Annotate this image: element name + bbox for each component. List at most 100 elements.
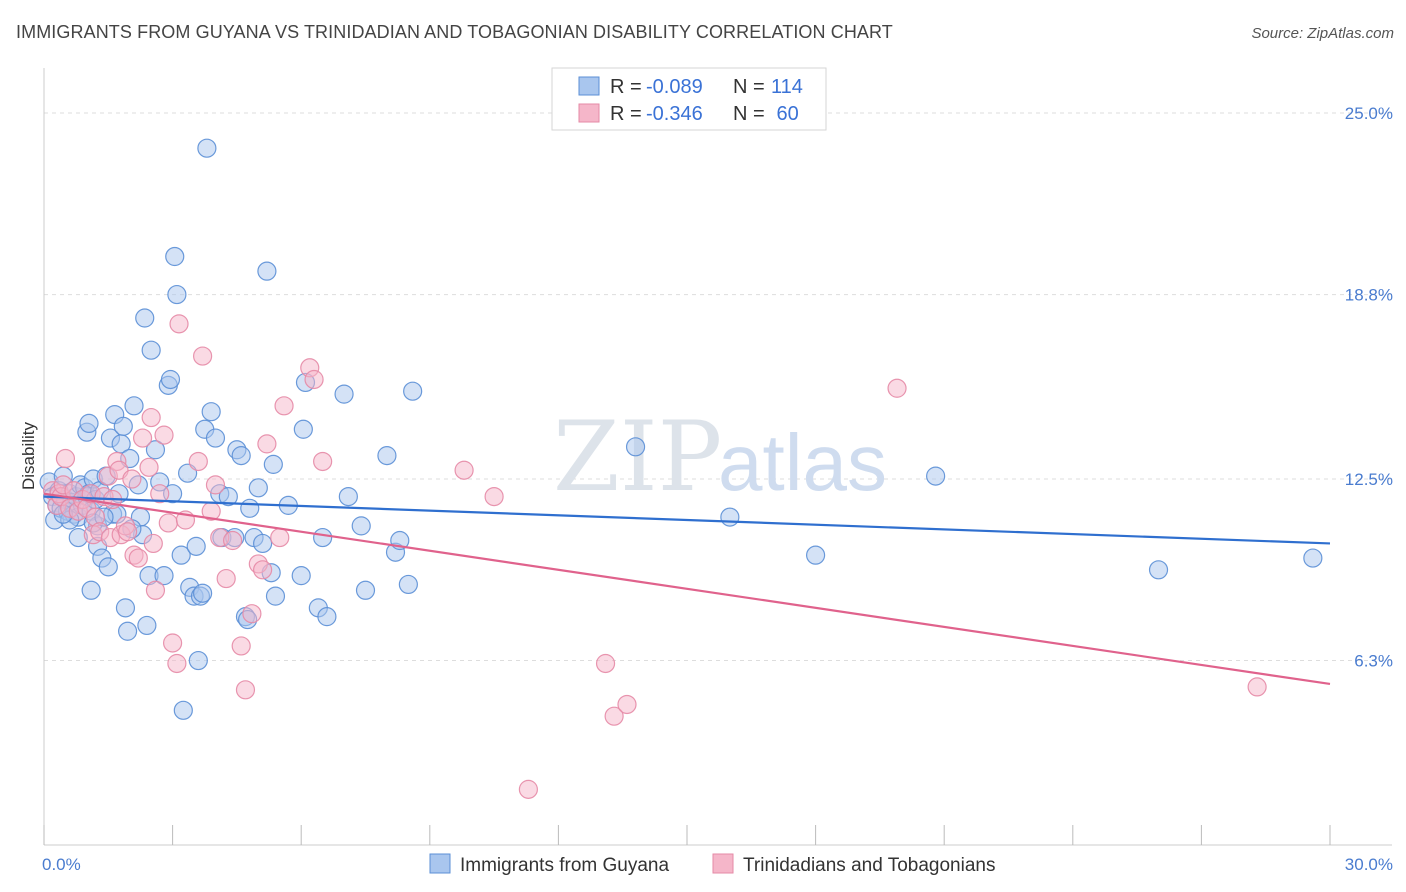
x-tick-label-1: 30.0% xyxy=(1345,855,1393,874)
point-guyana-104 xyxy=(926,466,946,486)
stats-swatch-trinidad xyxy=(578,103,600,123)
point-guyana-52 xyxy=(154,566,174,586)
point-trinidad-60 xyxy=(595,653,616,674)
point-guyana-56 xyxy=(165,246,185,267)
point-guyana-83 xyxy=(263,454,283,474)
chart-title: IMMIGRANTS FROM GUYANA VS TRINIDADIAN AN… xyxy=(16,22,893,42)
point-guyana-77 xyxy=(240,498,260,518)
stats-n-label-trinidad: N = xyxy=(733,103,765,125)
watermark: ZIP atlas xyxy=(553,401,887,513)
watermark-zip: ZIP xyxy=(553,401,722,513)
point-guyana-86 xyxy=(291,566,311,586)
point-trinidad-63 xyxy=(887,378,907,398)
point-guyana-102 xyxy=(720,507,740,527)
stats-r-value-guyana: -0.089 xyxy=(646,76,703,98)
point-trinidad-28 xyxy=(139,457,159,477)
stats-r-label-guyana: R = xyxy=(610,76,642,98)
axes xyxy=(43,68,1392,846)
y-tick-label-2: 18.8% xyxy=(1345,286,1393,305)
point-trinidad-47 xyxy=(235,680,256,700)
point-trinidad-27 xyxy=(132,428,153,448)
point-guyana-103 xyxy=(805,545,826,565)
point-guyana-93 xyxy=(338,486,358,507)
point-guyana-105 xyxy=(1148,560,1169,580)
point-guyana-64 xyxy=(188,650,208,671)
point-guyana-101 xyxy=(625,437,646,457)
stats-r-label-trinidad: R = xyxy=(610,103,642,125)
point-trinidad-58 xyxy=(484,486,504,507)
x-tick-label-0: 0.0% xyxy=(42,855,81,874)
point-guyana-40 xyxy=(117,621,138,641)
point-trinidad-44 xyxy=(216,568,236,589)
point-trinidad-56 xyxy=(313,451,333,472)
stats-swatch-guyana xyxy=(578,76,600,96)
point-trinidad-45 xyxy=(223,530,243,551)
y-tick-label-0: 6.3% xyxy=(1354,652,1393,671)
point-trinidad-37 xyxy=(169,314,189,334)
point-guyana-68 xyxy=(201,402,221,422)
point-guyana-27 xyxy=(81,580,101,600)
point-trinidad-33 xyxy=(154,425,174,445)
point-guyana-69 xyxy=(205,428,226,448)
point-guyana-96 xyxy=(377,446,397,466)
point-guyana-57 xyxy=(167,284,187,305)
point-guyana-50 xyxy=(145,440,166,460)
point-trinidad-57 xyxy=(454,460,474,480)
point-guyana-91 xyxy=(317,607,337,627)
point-guyana-94 xyxy=(351,516,371,536)
trend-lines xyxy=(43,492,1331,686)
point-guyana-79 xyxy=(248,478,268,498)
point-guyana-49 xyxy=(141,340,161,360)
point-guyana-81 xyxy=(257,261,277,281)
trend-line-trinidad xyxy=(43,492,1331,686)
point-guyana-106 xyxy=(1303,548,1323,568)
point-trinidad-51 xyxy=(257,434,277,454)
point-guyana-31 xyxy=(98,557,118,577)
stats-n-value-trinidad: 60 xyxy=(771,103,799,125)
chart-source: Source: ZipAtlas.com xyxy=(1251,25,1394,42)
point-guyana-100 xyxy=(403,381,423,401)
point-guyana-72 xyxy=(218,486,238,507)
point-trinidad-46 xyxy=(231,636,251,656)
grid-lines xyxy=(44,112,1392,662)
stats-box: R = -0.089 N = 114 R = -0.346 N = 60 xyxy=(551,67,827,131)
point-trinidad-64 xyxy=(1247,677,1267,697)
point-guyana-54 xyxy=(160,369,181,390)
point-trinidad-36 xyxy=(167,653,187,674)
point-guyana-38 xyxy=(113,416,133,436)
y-tick-label-3: 25.0% xyxy=(1345,104,1393,123)
point-trinidad-34 xyxy=(158,513,178,533)
point-trinidad-40 xyxy=(193,346,213,366)
point-trinidad-59 xyxy=(518,779,538,799)
point-trinidad-53 xyxy=(274,396,294,416)
point-guyana-67 xyxy=(197,138,217,158)
trend-line-guyana xyxy=(43,495,1331,545)
point-guyana-74 xyxy=(231,446,251,466)
point-guyana-59 xyxy=(173,700,193,720)
legend-swatch-guyana xyxy=(429,853,451,874)
y-tick-label-1: 12.5% xyxy=(1345,470,1393,489)
legend-label-trinidad: Trinidadians and Tobagonians xyxy=(743,855,995,876)
stats-n-value-guyana: 114 xyxy=(771,76,803,98)
point-trinidad-61 xyxy=(604,706,624,726)
point-guyana-26 xyxy=(79,413,99,434)
point-trinidad-35 xyxy=(163,633,183,653)
point-guyana-90 xyxy=(313,527,333,548)
point-guyana-99 xyxy=(398,574,418,595)
point-guyana-39 xyxy=(115,598,136,618)
tick-labels: 6.3% 12.5% 18.8% 25.0% 0.0% 30.0% xyxy=(42,104,1393,874)
point-guyana-47 xyxy=(137,615,157,636)
data-points xyxy=(39,138,1323,799)
point-guyana-58 xyxy=(171,545,191,565)
point-trinidad-5 xyxy=(55,448,76,469)
point-trinidad-48 xyxy=(242,604,262,624)
legend: Immigrants from Guyana Trinidadians and … xyxy=(429,853,995,876)
point-trinidad-39 xyxy=(188,451,208,472)
point-trinidad-24 xyxy=(122,469,142,489)
point-trinidad-32 xyxy=(150,484,170,504)
legend-label-guyana: Immigrants from Guyana xyxy=(460,855,669,876)
point-guyana-63 xyxy=(186,536,206,556)
legend-swatch-trinidad xyxy=(712,853,734,874)
stats-r-value-trinidad: -0.346 xyxy=(646,103,703,125)
